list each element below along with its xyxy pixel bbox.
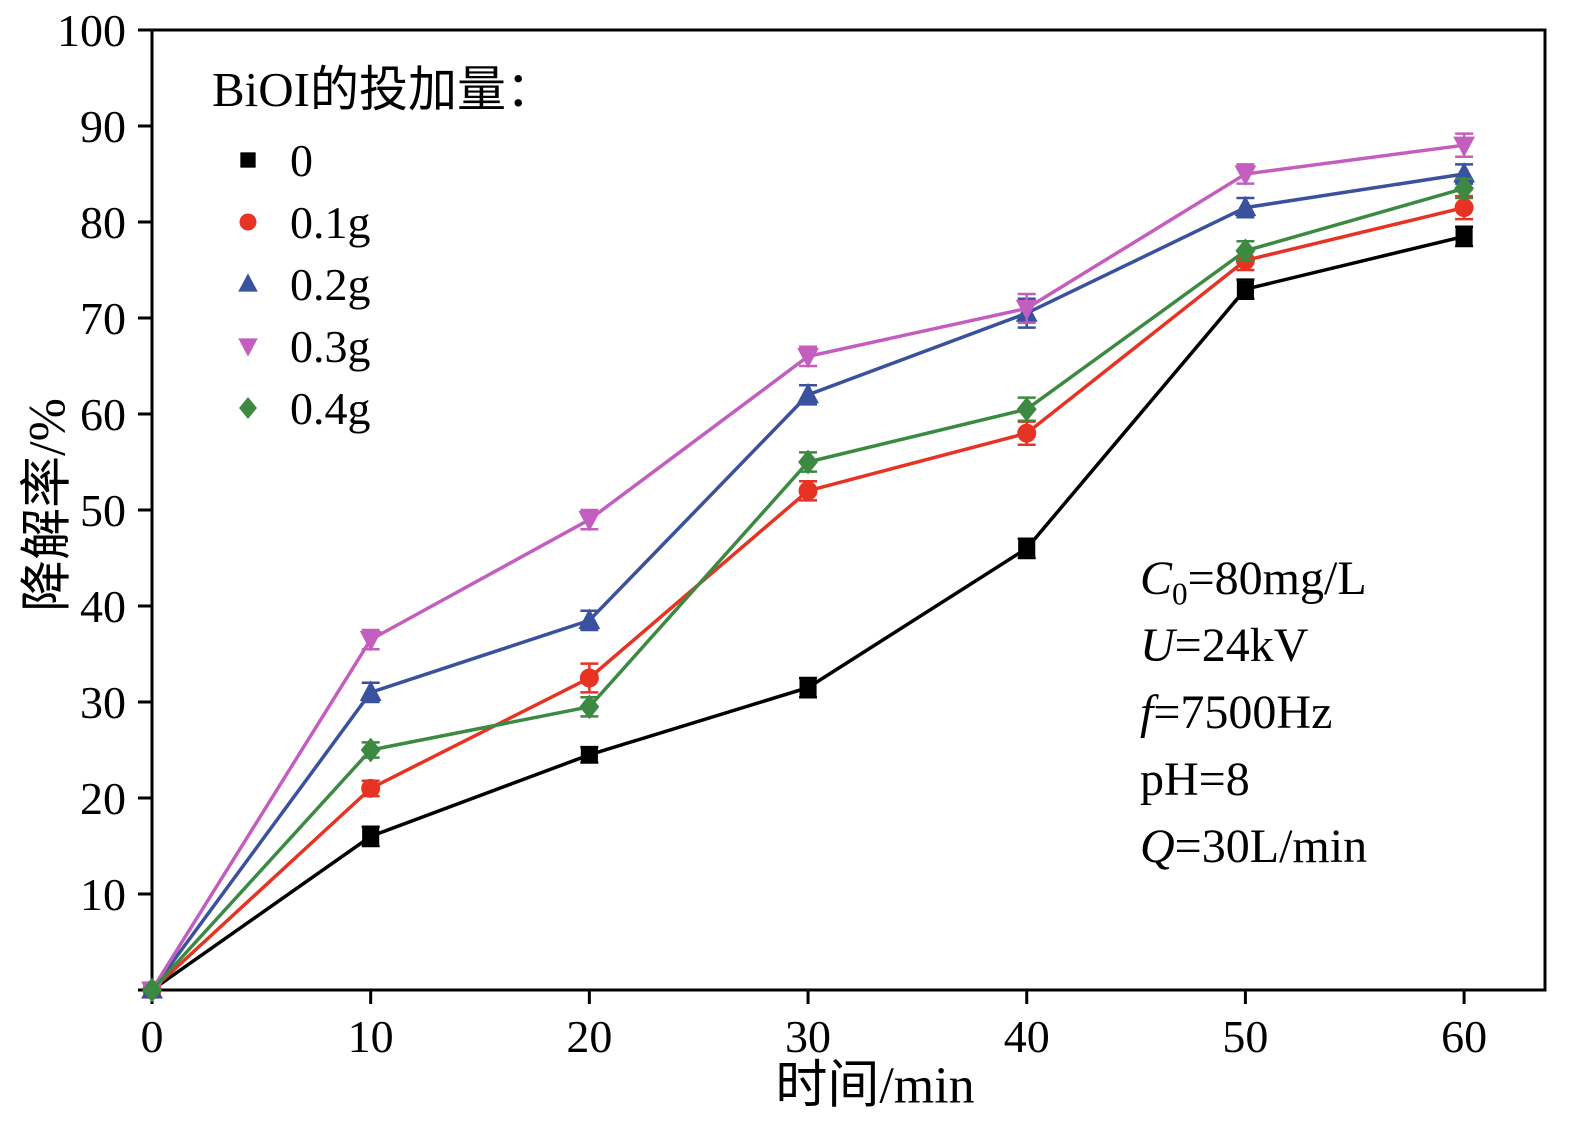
legend-label: 0.4g (290, 382, 371, 434)
square-marker-icon (240, 152, 256, 168)
series-0.4g (142, 176, 1475, 1003)
y-tick-label: 70 (80, 293, 126, 344)
y-tick-label: 30 (80, 677, 126, 728)
legend-item-0.3g: 0.3g (212, 315, 555, 377)
x-axis-label: 时间/min (775, 1057, 975, 1115)
legend-item-0.1g: 0.1g (212, 191, 555, 253)
y-axis-label: 降解率/% (19, 398, 77, 612)
x-tick-label: 0 (141, 1011, 164, 1062)
y-tick-label: 60 (80, 389, 126, 440)
y-tick-label: 90 (80, 101, 126, 152)
y-tick-label: 80 (80, 197, 126, 248)
y-tick-label: 50 (80, 485, 126, 536)
experiment-conditions: C0=80mg/L U=24kV f=7500Hz pH=8 Q=30L/min (1140, 545, 1367, 880)
legend-title: BiOI的投加量： (212, 62, 556, 117)
series-0 (143, 225, 1474, 999)
x-tick-label: 50 (1222, 1011, 1268, 1062)
y-tick-label: 10 (80, 869, 126, 920)
diamond-marker-icon (239, 396, 257, 420)
y-tick-label: 100 (57, 5, 126, 56)
legend-label: 0 (290, 134, 313, 186)
annotation-line-pH: pH=8 (1140, 753, 1250, 806)
legend-item-0: 0 (212, 129, 555, 191)
annotation-line-f: f=7500Hz (1140, 686, 1333, 739)
legend-label: 0.3g (290, 320, 371, 372)
x-tick-label: 30 (785, 1011, 831, 1062)
annotation-line-C: C0=80mg/L (1140, 552, 1367, 612)
legend-item-0.2g: 0.2g (212, 253, 555, 315)
annotation-line-U: U=24kV (1140, 619, 1309, 672)
legend: BiOI的投加量： 0 0.1g 0.2g 0.3g 0.4g (212, 50, 555, 439)
circle-marker-icon (239, 213, 257, 231)
legend-item-0.4g: 0.4g (212, 377, 555, 439)
x-tick-label: 20 (566, 1011, 612, 1062)
x-tick-label: 40 (1004, 1011, 1050, 1062)
legend-label: 0.2g (290, 258, 371, 310)
annotation-line-Q: Q=30L/min (1140, 820, 1368, 873)
x-tick-label: 10 (348, 1011, 394, 1062)
x-tick-label: 60 (1441, 1011, 1487, 1062)
triangle-down-marker-icon (238, 338, 258, 357)
y-tick-label: 40 (80, 581, 126, 632)
y-tick-label: 20 (80, 773, 126, 824)
triangle-up-marker-icon (238, 273, 258, 292)
legend-label: 0.1g (290, 196, 371, 248)
legend-items: 0 0.1g 0.2g 0.3g 0.4g (212, 129, 555, 439)
